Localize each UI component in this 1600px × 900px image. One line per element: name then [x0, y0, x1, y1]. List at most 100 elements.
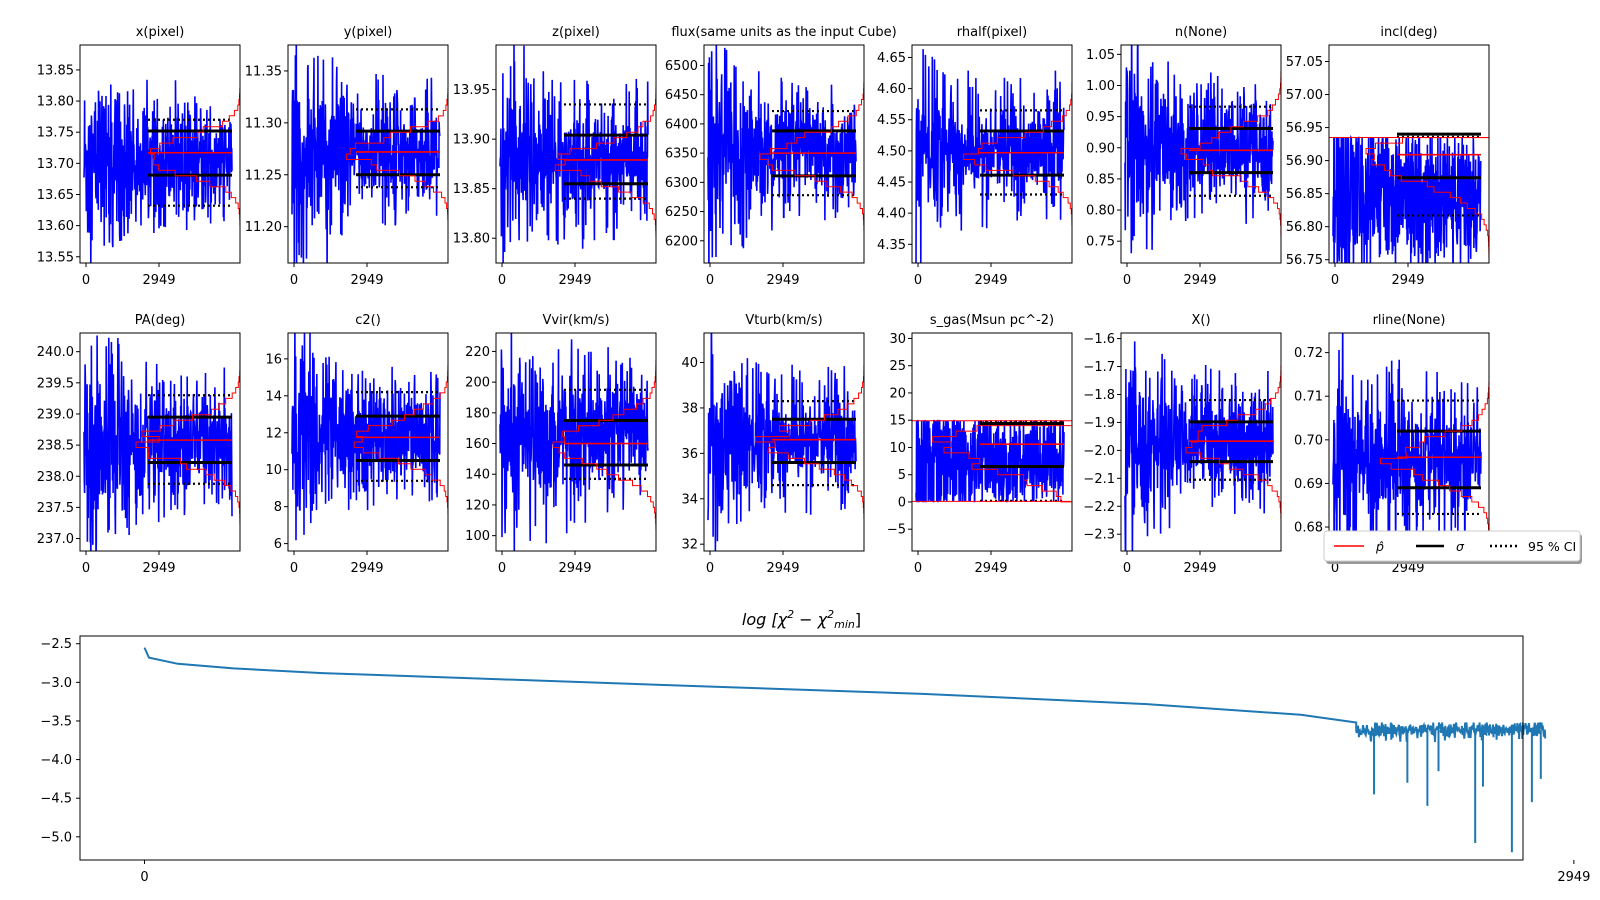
y-tick-label: 0: [898, 495, 906, 510]
y-tick-label: 4.65: [877, 51, 906, 66]
x-tick-label: 2949: [350, 273, 383, 288]
y-tick-label: 140: [465, 468, 490, 483]
panel-title: s_gas(Msun pc^-2): [930, 313, 1054, 328]
axes-frame: [287, 44, 449, 264]
y-tick-label: 10: [889, 441, 906, 456]
plot-area: [1124, 333, 1281, 551]
legend-label: σ: [1456, 539, 1465, 554]
y-tick-label: 180: [465, 406, 490, 421]
axes-frame: [1328, 44, 1490, 264]
y-tick-label: 10: [265, 463, 282, 478]
panel-title: c2(): [355, 313, 381, 328]
x-tick-label: 2949: [1183, 561, 1216, 576]
y-tick-label: 239.0: [37, 407, 74, 422]
panel-title: incl(deg): [1380, 25, 1437, 40]
trace-line: [1332, 333, 1482, 551]
y-tick-label: 0.80: [1086, 204, 1115, 219]
trace-line: [1332, 134, 1482, 263]
x-tick-label: 2949: [142, 273, 175, 288]
y-tick-label: 34: [681, 492, 698, 507]
y-tick-label: 4.35: [877, 238, 906, 253]
chi2-panel: −5.0 −4.5 −4.0 −3.5 −3.0 −2.5 0 2949 log [χ2 − χ…: [40, 608, 1590, 885]
trace-panel-7: 237.0 237.5 238.0 238.5 239.0 239.5 240.0 0 2949…: [37, 313, 241, 576]
y-tick-label: 56.80: [1286, 220, 1323, 235]
y-tick-label: −4.5: [40, 792, 72, 807]
x-tick-label: 2949: [558, 561, 591, 576]
y-tick-label: 14: [265, 389, 282, 404]
y-tick-label: 6350: [665, 147, 698, 162]
y-tick-label: 16: [265, 352, 282, 367]
y-tick-label: 120: [465, 498, 490, 513]
y-tick-label: 15: [889, 414, 906, 429]
x-tick-label: 2949: [1391, 273, 1424, 288]
trace-panel-6: 56.75 56.80 56.85 56.90 56.95 57.00 57.05 0 2949…: [1286, 25, 1490, 288]
trace-line: [707, 45, 857, 263]
panel-title: Vvir(km/s): [542, 313, 609, 328]
y-tick-label: 238.0: [37, 470, 74, 485]
x-tick-label: 2949: [558, 273, 591, 288]
y-tick-label: 57.05: [1286, 55, 1323, 70]
y-tick-label: 13.85: [37, 63, 74, 78]
y-tick-label: 8: [274, 500, 282, 515]
panel-title: y(pixel): [344, 25, 393, 40]
y-tick-label: 0.68: [1294, 521, 1323, 536]
y-tick-label: 12: [265, 426, 282, 441]
trace-line: [291, 333, 441, 541]
trace-panel-10: 32 34 36 38 40 0 2949 Vturb(km/s): [681, 313, 865, 576]
y-tick-label: 4.55: [877, 113, 906, 128]
x-tick-label: 0: [706, 561, 714, 576]
x-tick-label: 2949: [766, 561, 799, 576]
y-tick-label: 160: [465, 437, 490, 452]
trace-panel-11: −5 0 5 10 15 20 25 30 0 2949 s_gas(Msun pc^-2): [887, 313, 1073, 576]
axes-frame: [1120, 332, 1282, 552]
y-tick-label: 6: [274, 537, 282, 552]
plot-area: [912, 333, 1072, 551]
y-tick-label: 0.69: [1294, 477, 1323, 492]
y-tick-label: 0.75: [1086, 235, 1115, 250]
axes-frame: [1120, 44, 1282, 264]
panel-title: z(pixel): [552, 25, 600, 40]
y-tick-label: 200: [465, 376, 490, 391]
y-tick-label: 100: [465, 529, 490, 544]
y-tick-label: 0.72: [1294, 346, 1323, 361]
y-tick-label: 6500: [665, 59, 698, 74]
y-tick-label: 4.45: [877, 176, 906, 191]
y-tick-label: −3.0: [40, 676, 72, 691]
x-tick-label: 2949: [1391, 561, 1424, 576]
x-tick-label: 0: [914, 561, 922, 576]
x-tick-label: 0: [290, 273, 298, 288]
trace-line: [83, 79, 233, 263]
y-tick-label: 56.75: [1286, 253, 1323, 268]
axes-frame: [495, 332, 657, 552]
y-tick-label: 239.5: [37, 376, 74, 391]
y-tick-label: 11.30: [245, 116, 282, 131]
x-tick-label: 2949: [1557, 870, 1590, 885]
y-tick-label: 0.71: [1294, 390, 1323, 405]
x-tick-label: 0: [914, 273, 922, 288]
x-tick-label: 0: [1331, 561, 1339, 576]
chi2-axes-frame: [79, 635, 1524, 861]
axes-frame: [911, 332, 1073, 552]
plot-area: [707, 45, 864, 263]
x-tick-label: 0: [498, 561, 506, 576]
y-tick-label: 11.20: [245, 220, 282, 235]
x-tick-label: 0: [82, 273, 90, 288]
y-tick-label: 32: [681, 538, 698, 553]
y-tick-label: −2.2: [1083, 500, 1115, 515]
x-tick-label: 0: [498, 273, 506, 288]
y-tick-label: 13.90: [453, 133, 490, 148]
trace-panel-1: 11.20 11.25 11.30 11.35 0 2949 y(pixel): [245, 25, 449, 288]
trace-panel-2: 13.80 13.85 13.90 13.95 0 2949 z(pixel): [453, 25, 657, 288]
y-tick-label: 13.80: [453, 232, 490, 247]
x-tick-label: 2949: [974, 273, 1007, 288]
y-tick-label: 20: [889, 386, 906, 401]
y-tick-label: 1.00: [1086, 79, 1115, 94]
panel-title: rhalf(pixel): [957, 25, 1027, 40]
y-tick-label: 6300: [665, 176, 698, 191]
chi2-title: log [χ2 − χ2min]: [742, 608, 861, 631]
y-tick-label: −1.8: [1083, 388, 1115, 403]
axes-frame: [495, 44, 657, 264]
y-tick-label: −2.0: [1083, 444, 1115, 459]
axes-frame: [703, 44, 865, 264]
